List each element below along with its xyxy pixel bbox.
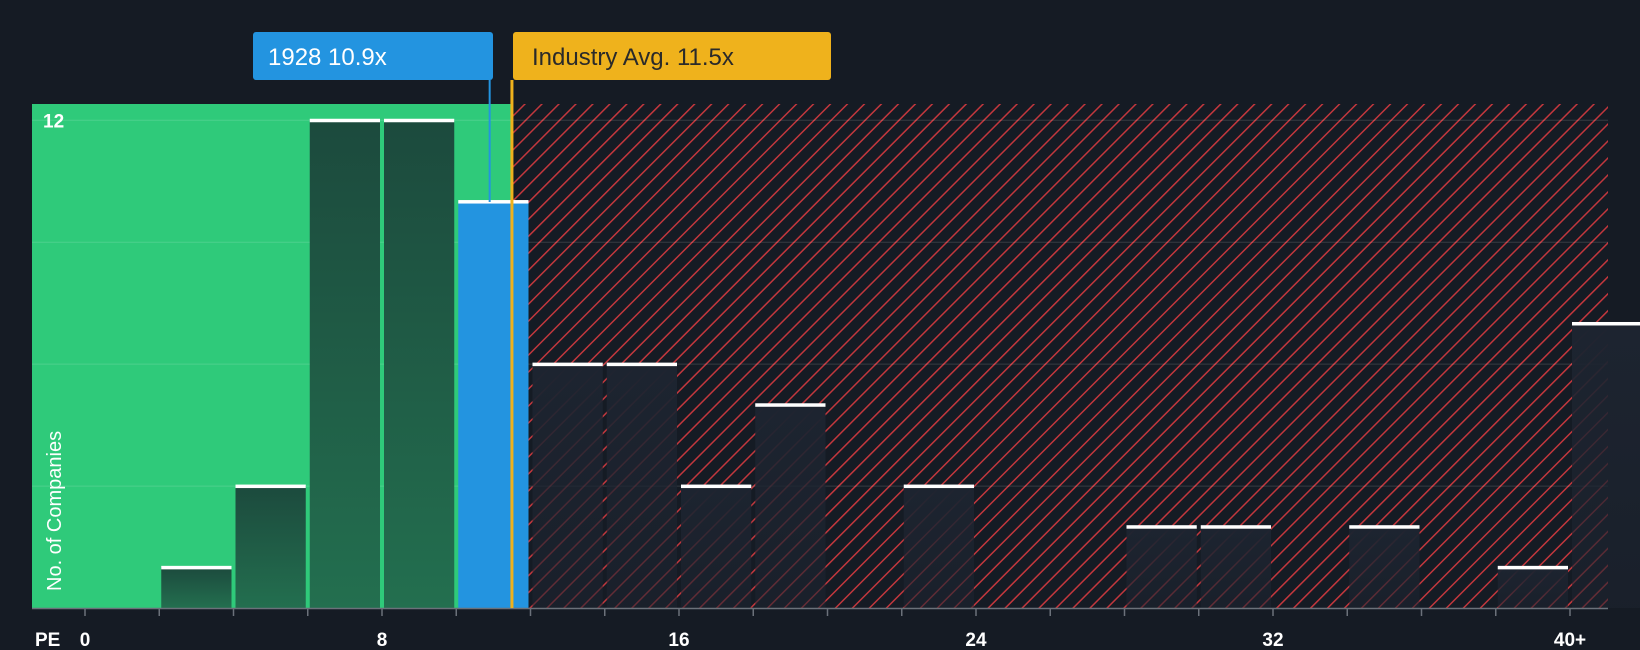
- histogram-bar: [681, 486, 752, 608]
- histogram-bar: [1200, 526, 1271, 608]
- histogram-bar-cap: [161, 565, 232, 570]
- x-tick-label: 24: [965, 630, 987, 650]
- histogram-bar: [235, 486, 306, 608]
- x-tick-label: 8: [377, 630, 388, 650]
- y-axis-title: No. of Companies: [44, 431, 66, 591]
- histogram-bar-cap: [532, 362, 603, 367]
- x-axis-title: PE: [35, 630, 60, 650]
- x-axis-ticks: 0 8 16 24 32 40+: [80, 608, 1586, 650]
- x-tick-label: 40+: [1554, 630, 1586, 650]
- histogram-bar: [1126, 526, 1197, 608]
- histogram-bar: [903, 486, 974, 608]
- histogram-bar-cap: [309, 118, 380, 123]
- company-pe-callout: 1928 10.9x: [253, 32, 493, 202]
- histogram-bar: [1572, 323, 1640, 608]
- histogram-bar: [458, 201, 529, 608]
- histogram-bar: [1349, 526, 1420, 608]
- histogram-bar-cap: [1126, 525, 1197, 529]
- y-axis-ticks: 12: [43, 111, 64, 132]
- histogram-bar: [384, 120, 455, 609]
- histogram-bar-cap: [458, 200, 529, 204]
- histogram-bar-cap: [1497, 565, 1568, 570]
- y-tick-label: 12: [43, 111, 64, 132]
- histogram-bar: [1497, 567, 1568, 608]
- histogram-bar-cap: [235, 484, 306, 489]
- histogram-bar-cap: [681, 484, 752, 489]
- industry-callout-label: Industry Avg. 11.5x: [532, 44, 734, 71]
- x-tick-label: 32: [1262, 630, 1283, 650]
- histogram-bar-cap: [1572, 321, 1640, 326]
- histogram-bar: [606, 364, 677, 608]
- histogram-bar-cap: [1349, 525, 1420, 529]
- industry-avg-callout: Industry Avg. 11.5x: [510, 32, 831, 608]
- histogram-bar: [532, 364, 603, 608]
- company-callout-box: [253, 32, 493, 80]
- histogram-bar-cap: [606, 362, 677, 367]
- x-tick-label: 16: [668, 630, 689, 650]
- histogram-bar: [309, 120, 380, 609]
- histogram-bar: [755, 404, 826, 608]
- histogram-bar-cap: [384, 118, 455, 123]
- histogram-bar-cap: [1200, 525, 1271, 529]
- x-tick-label: 0: [80, 630, 91, 650]
- company-callout-label: 1928 10.9x: [268, 44, 387, 71]
- industry-callout-box: [513, 32, 831, 80]
- histogram-bar-cap: [903, 484, 974, 489]
- histogram-bars: [161, 118, 1640, 609]
- histogram-bar-cap: [755, 403, 826, 407]
- histogram-bar: [161, 567, 232, 608]
